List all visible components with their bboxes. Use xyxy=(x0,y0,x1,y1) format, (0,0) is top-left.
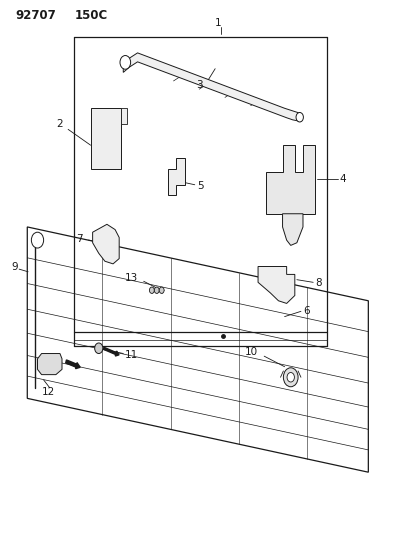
Polygon shape xyxy=(282,214,302,245)
Text: 2: 2 xyxy=(56,119,62,129)
Text: 10: 10 xyxy=(244,347,257,357)
Text: 13: 13 xyxy=(124,273,137,283)
Text: 92707: 92707 xyxy=(15,10,56,22)
Circle shape xyxy=(149,287,154,293)
Polygon shape xyxy=(27,227,368,472)
FancyArrow shape xyxy=(103,348,119,356)
Polygon shape xyxy=(121,108,127,124)
Circle shape xyxy=(95,343,102,353)
Text: 8: 8 xyxy=(314,278,321,288)
Polygon shape xyxy=(93,224,119,264)
Polygon shape xyxy=(123,53,300,122)
Polygon shape xyxy=(168,158,184,195)
Text: 9: 9 xyxy=(11,262,17,271)
Text: 4: 4 xyxy=(339,174,346,184)
Circle shape xyxy=(154,287,159,293)
Text: 12: 12 xyxy=(41,387,55,397)
FancyArrow shape xyxy=(66,360,80,369)
Polygon shape xyxy=(90,108,121,169)
Text: 6: 6 xyxy=(302,306,309,316)
Text: 7: 7 xyxy=(76,234,82,244)
Circle shape xyxy=(295,112,303,122)
Polygon shape xyxy=(266,145,314,214)
Circle shape xyxy=(31,232,43,248)
Text: 5: 5 xyxy=(196,181,203,191)
Circle shape xyxy=(159,287,164,293)
Polygon shape xyxy=(38,353,62,375)
Polygon shape xyxy=(257,266,294,303)
Text: 150C: 150C xyxy=(74,10,107,22)
Text: 11: 11 xyxy=(125,350,138,360)
Circle shape xyxy=(282,368,297,387)
Text: 1: 1 xyxy=(215,18,221,28)
Circle shape xyxy=(120,55,131,69)
Circle shape xyxy=(286,373,294,382)
Text: 3: 3 xyxy=(196,79,202,90)
